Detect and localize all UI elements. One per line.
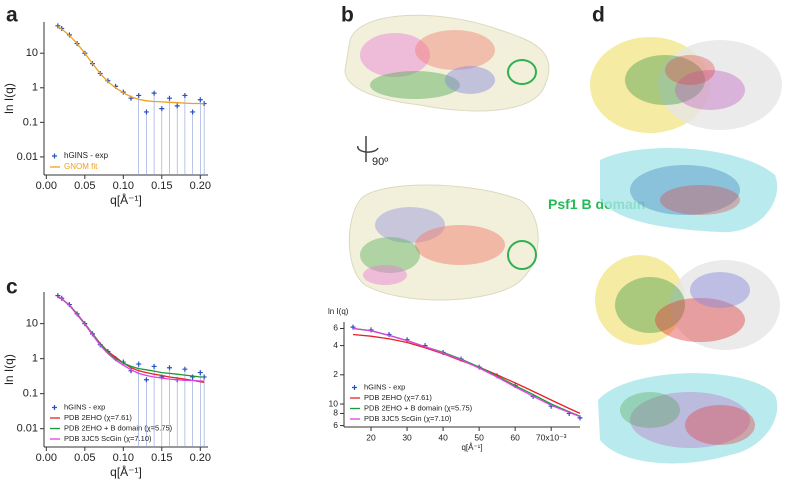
data-point: [159, 106, 165, 112]
y-tick-label: 0.01: [17, 151, 38, 163]
y-axis-label: ln I(q): [328, 307, 349, 316]
structure-d-4: [598, 373, 778, 464]
legend-label: hGINS - exp: [64, 402, 105, 411]
data-point: [182, 366, 188, 372]
data-point: [136, 361, 142, 367]
y-tick-label: 6: [333, 420, 338, 430]
data-point: [151, 90, 157, 96]
fit-line: [352, 327, 581, 418]
fit-line: [57, 25, 205, 105]
structure-b-middle: [348, 184, 539, 301]
fit-line: [57, 295, 205, 382]
rotation-label: 90º: [372, 156, 388, 168]
legend-label: PDB 2EHO + B domain (χ=5.75): [364, 403, 473, 412]
y-tick-label: 6: [333, 323, 338, 333]
y-tick-label: 1: [32, 353, 38, 365]
x-tick-label: 0.10: [113, 180, 134, 192]
rotation-icon: [357, 136, 379, 162]
data-point: [167, 365, 173, 371]
fit-line: [57, 295, 205, 378]
panel-letter: a: [6, 4, 18, 27]
y-tick-label: 0.01: [17, 423, 38, 435]
x-axis-label: q[Å⁻¹]: [110, 464, 142, 479]
y-tick-label: 2: [333, 369, 338, 379]
x-tick-label: 0.20: [190, 180, 211, 192]
x-tick-label: 0.00: [36, 452, 57, 464]
x-tick-label: 0.15: [151, 452, 172, 464]
structure-d-3: [595, 255, 780, 350]
x-tick-label: 20: [366, 432, 376, 442]
data-point: [190, 109, 196, 115]
x-axis-label: q[Å⁻¹]: [110, 192, 142, 207]
legend-label: PDB 3JC5 ScGin (χ=7.10): [64, 434, 152, 443]
panel-letter: c: [6, 276, 18, 299]
data-point: [190, 374, 196, 380]
legend-label: hGINS - exp: [364, 382, 405, 391]
data-point: [136, 92, 142, 98]
data-point: [182, 92, 188, 98]
legend-label: PDB 2EHO (χ=7.61): [64, 413, 132, 422]
y-tick-label: 0.1: [23, 388, 38, 400]
data-point: [143, 109, 149, 115]
x-tick-label: 0.10: [113, 452, 134, 464]
data-point: [197, 97, 203, 103]
x-tick-label: 0.05: [74, 452, 95, 464]
legend-label: PDB 2EHO (χ=7.61): [364, 393, 432, 402]
legend-swatch: [352, 385, 357, 390]
legend-label: PDB 3JC5 ScGin (χ=7.10): [364, 414, 452, 423]
x-tick-label: 40: [438, 432, 448, 442]
x-axis-label: q[Å⁻¹]: [461, 443, 482, 452]
legend-label: GNOM fit: [64, 162, 98, 171]
data-point: [55, 23, 61, 29]
x-tick-label: 0.20: [190, 452, 211, 464]
y-tick-label: 8: [333, 408, 338, 418]
data-point: [197, 370, 203, 376]
data-point: [151, 363, 157, 369]
data-point: [174, 103, 180, 109]
legend-label: hGINS - exp: [64, 151, 109, 160]
y-tick-label: 10: [26, 318, 38, 330]
legend-label: PDB 2EHO + B domain (χ=5.75): [64, 423, 173, 432]
legend-swatch: [52, 153, 57, 159]
x-tick-label: 0.00: [36, 180, 57, 192]
legend-swatch: [52, 405, 57, 410]
x-tick-label: 0.15: [151, 180, 172, 192]
x-tick-label: 0.05: [74, 180, 95, 192]
y-tick-label: 0.1: [23, 116, 38, 128]
y-axis-label: ln I(q): [2, 354, 16, 385]
y-tick-label: 4: [333, 340, 338, 350]
structure-d-2: [600, 148, 778, 233]
x-tick-label: 70x10⁻³: [536, 432, 567, 442]
data-point: [167, 95, 173, 101]
x-tick-label: 30: [402, 432, 412, 442]
x-tick-label: 60: [510, 432, 520, 442]
structure-b-top: [344, 14, 550, 112]
x-tick-label: 50: [474, 432, 484, 442]
y-tick-label: 10: [329, 398, 339, 408]
structure-d-1: [590, 37, 782, 133]
y-tick-label: 1: [32, 82, 38, 94]
panel-letter: d: [592, 4, 605, 27]
y-tick-label: 10: [26, 47, 38, 59]
panel-letter: b: [341, 4, 354, 27]
data-point: [143, 377, 149, 383]
y-axis-label: ln I(q): [2, 83, 16, 114]
